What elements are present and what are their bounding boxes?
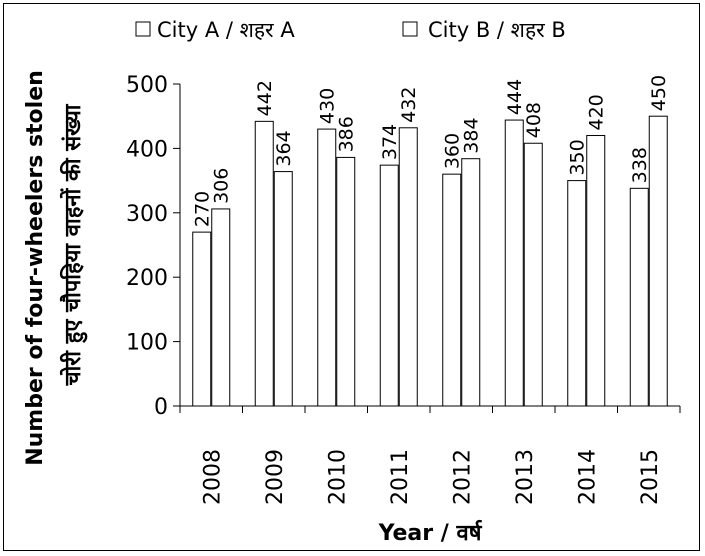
bar-city-b-2015 [648, 115, 668, 407]
data-label-city-a-2015: 338 [629, 147, 651, 183]
legend-swatch-city-b [402, 21, 418, 37]
y-tick-label: 100 [126, 331, 168, 356]
x-tick-label: 2013 [513, 449, 538, 505]
x-axis-title: Year / वर्ष [378, 519, 483, 546]
data-label-city-a-2014: 350 [567, 139, 589, 175]
bar-city-a-2010 [317, 128, 337, 407]
legend-label-city-a: City A / शहर A [157, 18, 295, 42]
bar-city-a-2014 [567, 180, 587, 407]
bar-city-a-2008 [192, 231, 212, 407]
data-label-city-a-2009: 442 [254, 80, 276, 116]
data-label-city-b-2009: 364 [273, 130, 295, 166]
bar-city-b-2013 [523, 142, 543, 407]
y-axis-title-line1: Number of four-wheelers stolen [23, 70, 48, 466]
bar-city-b-2010 [336, 156, 356, 407]
bar-city-b-2011 [398, 127, 418, 407]
data-label-city-b-2013: 408 [523, 102, 545, 138]
bar-city-a-2015 [629, 187, 649, 407]
data-label-city-b-2008: 306 [211, 168, 233, 204]
data-label-city-b-2014: 420 [586, 94, 608, 130]
legend: City A / शहर A City B / शहर B [135, 18, 566, 42]
bar-city-b-2009 [273, 171, 293, 407]
data-label-city-b-2011: 432 [398, 87, 420, 123]
x-tick-label: 2009 [263, 449, 288, 505]
x-tick-label: 2012 [450, 449, 475, 505]
y-tick-label: 200 [126, 266, 168, 291]
y-tick-label: 500 [126, 73, 168, 98]
x-tick-label: 2008 [200, 449, 225, 505]
data-label-city-a-2010: 430 [317, 88, 339, 124]
x-tick-label: 2015 [638, 449, 663, 505]
data-label-city-a-2011: 374 [379, 124, 401, 160]
bar-city-a-2013 [504, 119, 524, 407]
data-label-city-b-2010: 386 [336, 116, 358, 152]
bar-city-a-2009 [254, 120, 274, 407]
y-tick-label: 400 [126, 137, 168, 162]
data-label-city-a-2012: 360 [442, 133, 464, 169]
x-tick-label: 2011 [388, 449, 413, 505]
bar-city-b-2012 [461, 158, 481, 407]
y-axis-title-line2: चोरी हुए चौपहिया वाहनों की संख्या [59, 103, 88, 386]
data-label-city-a-2008: 270 [192, 191, 214, 227]
x-tick-label: 2014 [575, 449, 600, 505]
data-label-city-b-2015: 450 [648, 75, 670, 111]
data-label-city-a-2013: 444 [504, 79, 526, 115]
bar-city-a-2012 [442, 173, 462, 407]
bar-city-b-2008 [211, 208, 231, 407]
legend-label-city-b: City B / शहर B [428, 18, 566, 42]
y-tick-label: 300 [126, 202, 168, 227]
bar-city-b-2014 [586, 135, 606, 407]
y-tick-label: 0 [154, 395, 168, 420]
x-tick-label: 2010 [325, 449, 350, 505]
axes: 0 100 200 300 400 500 2008 2009 2010 2011 2012 2013… [126, 73, 681, 505]
bar-city-a-2011 [379, 164, 399, 407]
data-label-city-b-2012: 384 [461, 117, 483, 153]
legend-swatch-city-a [135, 21, 151, 37]
